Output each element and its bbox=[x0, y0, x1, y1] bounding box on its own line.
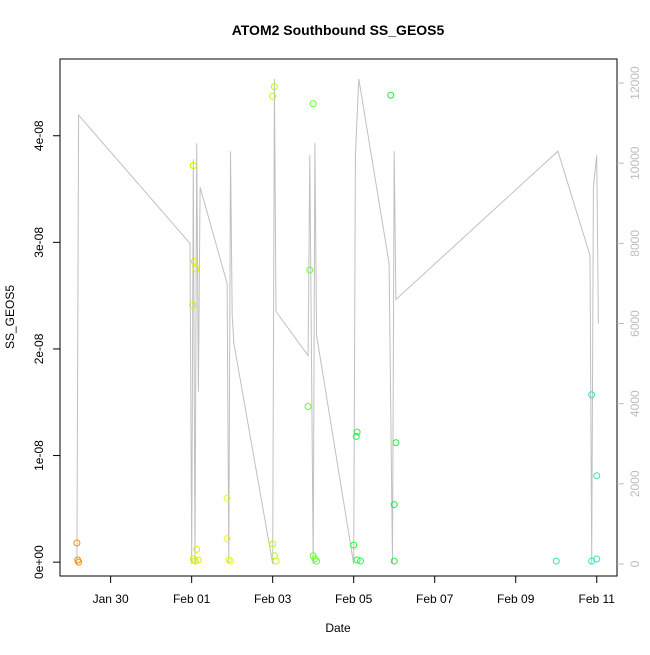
y2-tick-label: 10000 bbox=[628, 146, 642, 180]
data-point bbox=[353, 428, 361, 436]
x-tick-label: Feb 07 bbox=[416, 592, 454, 606]
data-point bbox=[272, 557, 280, 565]
x-tick-label: Feb 03 bbox=[254, 592, 292, 606]
y2-tick-label: 8000 bbox=[628, 230, 642, 257]
data-point bbox=[356, 557, 364, 565]
plot-area: Jan 30 Feb 01 Feb 03 Feb 05 Feb 07 Feb 09 Feb … bbox=[32, 58, 642, 606]
data-point bbox=[593, 472, 601, 480]
data-point bbox=[269, 540, 277, 548]
x-tick-label: Feb 01 bbox=[173, 592, 211, 606]
data-point bbox=[193, 545, 201, 553]
y2-tick-label: 2000 bbox=[628, 470, 642, 497]
data-point bbox=[194, 556, 202, 564]
data-point bbox=[191, 557, 199, 565]
x-tick-label: Feb 11 bbox=[579, 592, 616, 606]
y-tick-label: 1e-08 bbox=[32, 440, 46, 471]
data-point bbox=[588, 391, 596, 399]
data-point bbox=[189, 162, 197, 170]
data-point bbox=[352, 432, 360, 440]
series-line-secondary bbox=[76, 78, 599, 565]
data-point bbox=[269, 92, 277, 100]
x-axis-label: Date bbox=[325, 621, 351, 635]
data-point bbox=[225, 556, 233, 564]
data-point bbox=[311, 555, 319, 563]
y-tick-label: 4e-08 bbox=[32, 120, 46, 151]
data-point bbox=[392, 439, 400, 447]
data-point bbox=[350, 541, 358, 549]
data-point bbox=[190, 258, 198, 266]
data-point bbox=[304, 403, 312, 411]
chart-title: ATOM2 Southbound SS_GEOS5 bbox=[232, 22, 445, 38]
data-point bbox=[353, 556, 361, 564]
x-tick-label: Feb 09 bbox=[497, 592, 535, 606]
data-point bbox=[188, 301, 196, 309]
y-tick-label: 3e-08 bbox=[32, 227, 46, 258]
x-tick-label: Jan 30 bbox=[93, 592, 129, 606]
y2-tick-label: 0 bbox=[628, 560, 642, 567]
data-point bbox=[270, 83, 278, 91]
data-point bbox=[390, 557, 398, 565]
data-point bbox=[552, 557, 560, 565]
data-point bbox=[75, 558, 83, 566]
data-point bbox=[192, 265, 200, 273]
x-tick-label: Feb 05 bbox=[335, 592, 373, 606]
plot-frame bbox=[59, 58, 618, 577]
y2-tick-label: 6000 bbox=[628, 310, 642, 337]
data-point bbox=[387, 91, 395, 99]
data-point bbox=[309, 100, 317, 108]
data-point bbox=[226, 557, 234, 565]
data-point bbox=[223, 535, 231, 543]
data-point bbox=[223, 494, 231, 502]
y-tick-label: 2e-08 bbox=[32, 333, 46, 364]
y2-tick-label: 4000 bbox=[628, 390, 642, 417]
y-axis-label: SS_GEOS5 bbox=[3, 285, 17, 349]
data-point bbox=[306, 266, 314, 274]
data-point bbox=[189, 555, 197, 563]
data-point bbox=[313, 557, 321, 565]
data-point bbox=[593, 555, 601, 563]
y-tick-label: 0e+00 bbox=[32, 545, 46, 579]
data-point bbox=[390, 501, 398, 509]
data-point bbox=[73, 539, 81, 547]
y2-tick-label: 12000 bbox=[628, 66, 642, 100]
